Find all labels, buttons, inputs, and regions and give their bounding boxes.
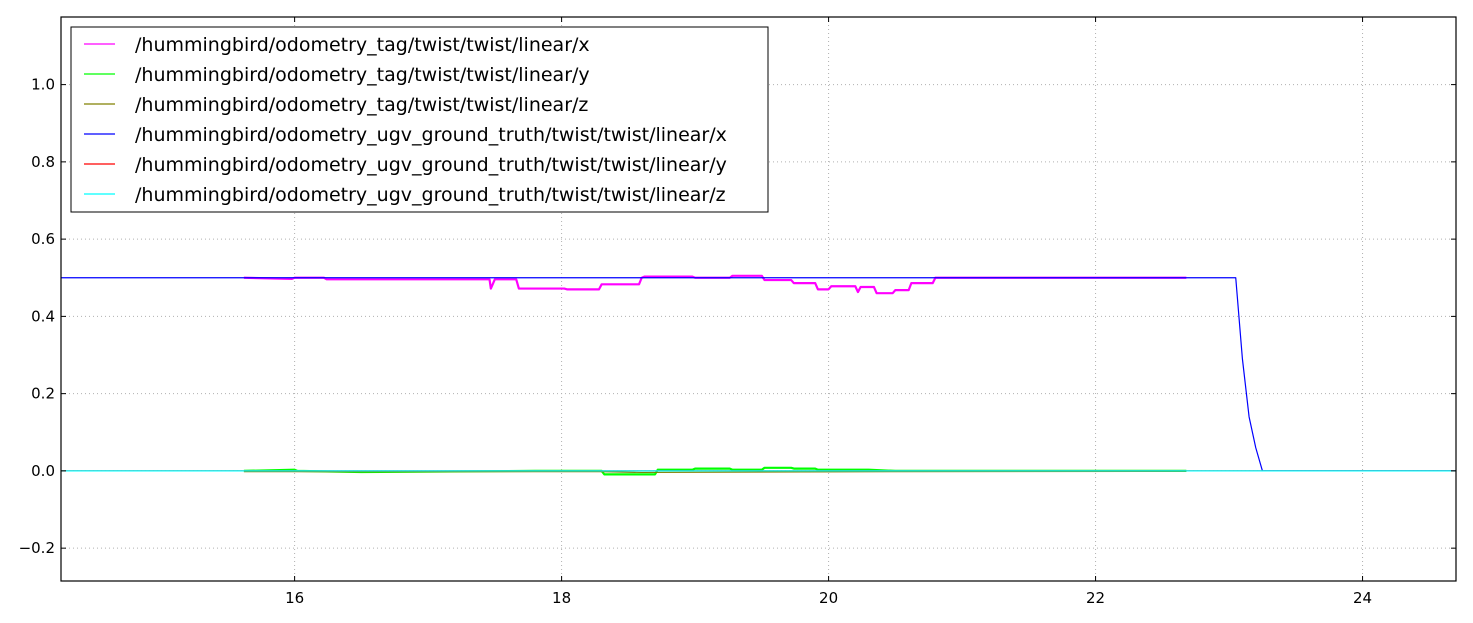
legend-label: /hummingbird/odometry_ugv_ground_truth/t… xyxy=(135,154,727,176)
legend-label: /hummingbird/odometry_tag/twist/twist/li… xyxy=(135,34,590,56)
y-tick-label: 0.2 xyxy=(31,385,55,403)
plot-frame xyxy=(60,16,1457,582)
x-tick-label: 22 xyxy=(1086,589,1105,607)
plot-series xyxy=(61,274,1456,476)
y-tick-label: 0.8 xyxy=(31,153,55,171)
axis-ticks: 16 18 20 22 24 −0.2 0.0 0.2 0.4 0.6 0.8 1.0 xyxy=(19,17,1456,607)
y-tick-label: 0.0 xyxy=(31,462,55,480)
legend-label: /hummingbird/odometry_ugv_ground_truth/t… xyxy=(135,124,727,146)
x-tick-label: 16 xyxy=(285,589,304,607)
series-line-3 xyxy=(243,470,1187,474)
y-tick-label: 0.4 xyxy=(31,307,55,325)
x-tick-label: 20 xyxy=(819,589,838,607)
x-tick-label: 18 xyxy=(552,589,571,607)
legend-box xyxy=(70,26,769,213)
y-tick-label: 0.6 xyxy=(31,230,55,248)
legend-label: /hummingbird/odometry_tag/twist/twist/li… xyxy=(135,94,588,116)
x-tick-label: 24 xyxy=(1353,589,1372,607)
y-tick-label: −0.2 xyxy=(19,539,55,557)
legend: /hummingbird/odometry_tag/twist/twist/li… xyxy=(70,26,769,213)
legend-label: /hummingbird/odometry_ugv_ground_truth/t… xyxy=(135,184,726,206)
y-tick-label: 1.0 xyxy=(31,76,55,94)
legend-label: /hummingbird/odometry_tag/twist/twist/li… xyxy=(135,64,590,86)
